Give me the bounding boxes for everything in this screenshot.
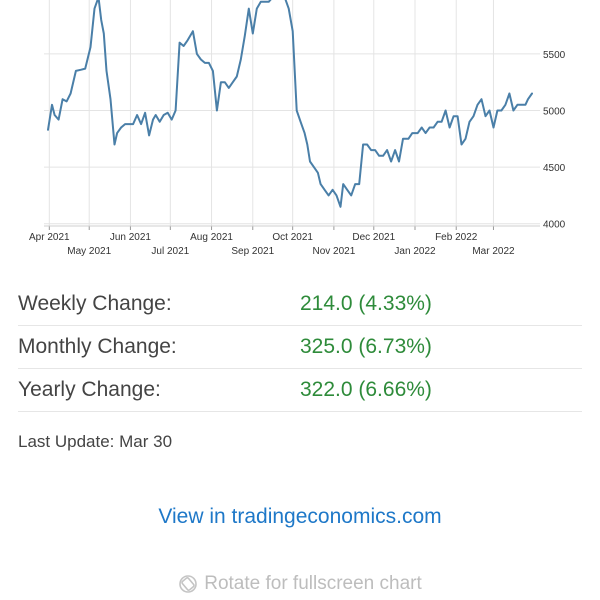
y-tick-label: 5000 <box>543 107 566 118</box>
weekly-change-label: Weekly Change: <box>18 292 172 315</box>
yearly-change-label: Yearly Change: <box>18 378 161 401</box>
yearly-change-value: 322.0 (6.66%) <box>300 378 432 401</box>
price-series-line <box>47 0 533 208</box>
last-update: Last Update: Mar 30 <box>18 432 173 451</box>
y-tick-label: 4500 <box>543 163 566 174</box>
x-tick-label-bottom: Jul 2021 <box>151 246 189 257</box>
weekly-change-row: Weekly Change: 214.0 (4.33%) <box>18 283 582 326</box>
price-chart[interactable]: 5500 5000 4500 4000 Apr 2021 Jun 2021 Aug 2021… <box>0 0 600 262</box>
x-tick-label-top: Feb 2022 <box>435 232 478 243</box>
x-tick-label-top: Oct 2021 <box>272 232 313 243</box>
x-tick-label-bottom: Nov 2021 <box>312 246 355 257</box>
x-tick-label-bottom: Mar 2022 <box>472 246 515 257</box>
chart-svg: 5500 5000 4500 4000 Apr 2021 Jun 2021 Aug 2021… <box>29 0 566 257</box>
x-tick-label-bottom: May 2021 <box>67 246 111 257</box>
monthly-change-label: Monthly Change: <box>18 335 177 358</box>
weekly-change-value: 214.0 (4.33%) <box>300 292 432 315</box>
rotate-icon <box>178 574 198 594</box>
change-stats: Weekly Change: 214.0 (4.33%) Monthly Cha… <box>18 283 582 412</box>
y-tick-label: 4000 <box>543 220 566 231</box>
x-tick-label-bottom: Sep 2021 <box>231 246 274 257</box>
x-tick-label-top: Aug 2021 <box>190 232 233 243</box>
x-tick-label-bottom: Jan 2022 <box>394 246 436 257</box>
yearly-change-row: Yearly Change: 322.0 (6.66%) <box>18 369 582 412</box>
x-tick-label-top: Dec 2021 <box>352 232 395 243</box>
rotate-hint-label: Rotate for fullscreen chart <box>204 573 422 594</box>
y-tick-label: 5500 <box>543 50 566 61</box>
x-tick-label-top: Jun 2021 <box>110 232 152 243</box>
rotate-hint[interactable]: Rotate for fullscreen chart <box>0 573 600 595</box>
monthly-change-row: Monthly Change: 325.0 (6.73%) <box>18 326 582 369</box>
monthly-change-value: 325.0 (6.73%) <box>300 335 432 358</box>
view-in-tradingeconomics-link[interactable]: View in tradingeconomics.com <box>158 505 442 528</box>
x-tick-label-top: Apr 2021 <box>29 232 70 243</box>
